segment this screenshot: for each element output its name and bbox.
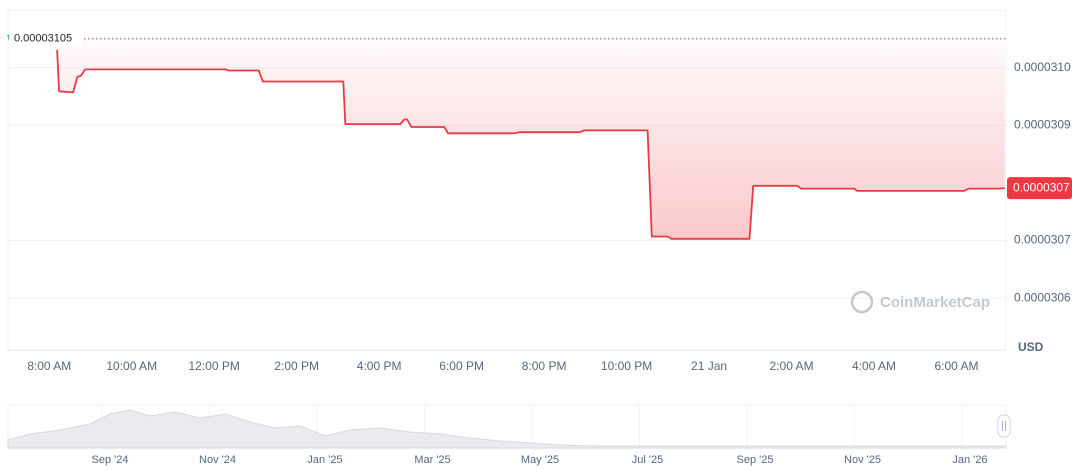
navigator-label: Nov '24 (199, 454, 236, 466)
x-tick-label: 21 Jan (691, 359, 727, 373)
watermark-text: CoinMarketCap (880, 294, 990, 311)
y-tick-label: 0.0000309 (1014, 117, 1071, 131)
navigator-label: Sep '25 (737, 454, 774, 466)
navigator-label: Jul '25 (632, 454, 663, 466)
navigator-label: Sep '24 (92, 454, 129, 466)
high-label: 0.00003105 (14, 33, 72, 45)
current-price-tag: 0.0000307 (1007, 177, 1072, 200)
y-tick-label: 0.0000306 (1014, 290, 1071, 304)
price-area (57, 38, 1005, 239)
x-tick-label: 2:00 PM (274, 359, 319, 373)
navigator-label: Mar '25 (414, 454, 450, 466)
x-tick-label: 8:00 AM (27, 359, 71, 373)
y-tick-label: 0.0000307 (1014, 233, 1071, 247)
x-tick-label: 4:00 PM (357, 359, 402, 373)
x-tick-label: 6:00 AM (934, 359, 978, 373)
x-tick-label: 8:00 PM (522, 359, 567, 373)
x-tick-label: 4:00 AM (852, 359, 896, 373)
navigator-label: Jan '26 (952, 454, 987, 466)
navigator-handle[interactable] (997, 414, 1011, 438)
watermark: CoinMarketCap (850, 290, 990, 314)
current-price-label: 0.0000307 (1013, 181, 1070, 195)
high-marker (7, 34, 9, 39)
navigator-label: May '25 (521, 454, 559, 466)
x-tick-label: 6:00 PM (439, 359, 484, 373)
current-price-bg (1007, 177, 1072, 200)
x-tick-label: 12:00 PM (189, 359, 240, 373)
y-tick-label: 0.0000310 (1014, 60, 1071, 74)
x-tick-label: 2:00 AM (770, 359, 814, 373)
price-line (56, 49, 1005, 240)
navigator-area (7, 409, 1007, 449)
currency-label: USD (1018, 340, 1044, 354)
x-tick-label: 10:00 AM (106, 359, 157, 373)
watermark-logo (850, 290, 874, 314)
x-tick-label: 10:00 PM (601, 359, 652, 373)
high-label-bg (12, 30, 82, 47)
navigator-label: Jan '25 (307, 454, 342, 466)
navigator-label: Nov '25 (844, 454, 881, 466)
